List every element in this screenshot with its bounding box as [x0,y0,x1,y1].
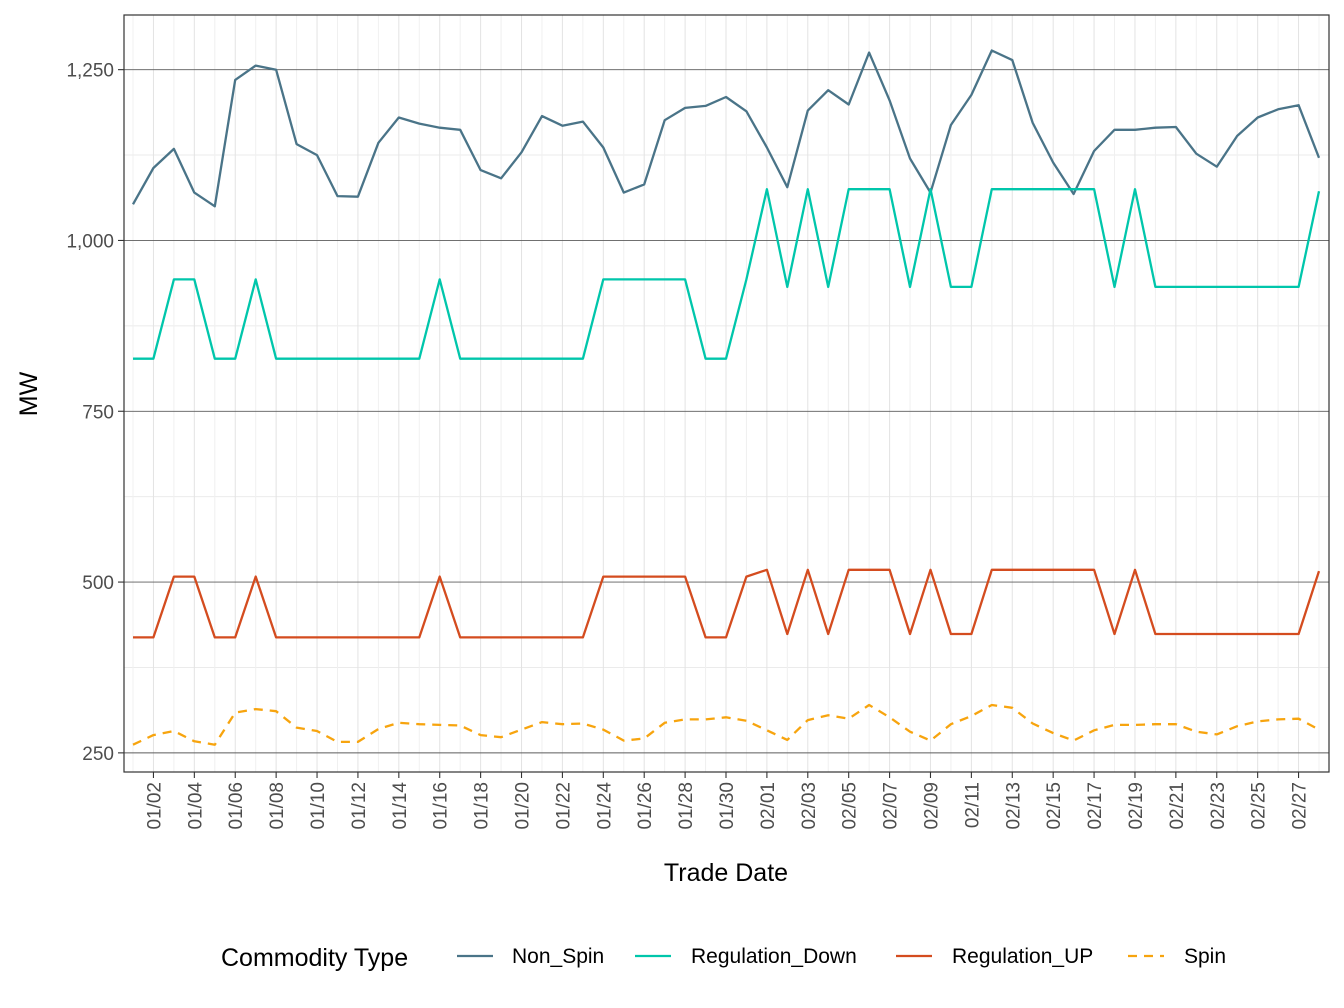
x-tick-label: 01/28 [676,782,697,830]
legend-label: Regulation_UP [952,945,1093,968]
x-tick-label: 02/19 [1126,782,1147,830]
legend: Commodity Type Non_Spin Regulation_Down Re… [221,944,1226,972]
y-axis: 250 500 750 1,000 1,250 [66,61,124,765]
grid [124,15,1329,772]
series-line-non-spin [131,49,1321,208]
legend-title: Commodity Type [221,944,408,972]
x-tick-label: 02/09 [922,782,943,830]
x-tick-label: 02/13 [1003,782,1024,830]
legend-label: Regulation_Down [691,945,857,968]
y-tick-label: 500 [82,573,114,594]
x-tick-label: 02/17 [1085,782,1106,830]
x-tick-label: 01/22 [553,782,574,830]
x-tick-label: 02/21 [1167,782,1188,830]
x-tick-label: 01/02 [144,782,165,830]
x-tick-label: 02/03 [799,782,820,830]
x-tick-label: 01/30 [717,782,738,830]
x-tick-label: 01/24 [594,782,615,830]
x-tick-label: 01/16 [431,782,452,830]
series-lines [131,49,1321,746]
x-tick-label: 02/23 [1208,782,1229,830]
legend-label: Non_Spin [512,945,604,968]
x-axis: 01/02 01/04 01/06 01/08 01/10 01/12 01/14 01/16… [144,772,1311,830]
x-tick-label: 02/25 [1249,782,1270,830]
x-tick-label: 01/18 [472,782,493,830]
x-axis-title: Trade Date [664,859,788,887]
x-tick-label: 01/04 [185,782,206,830]
x-tick-label: 02/11 [962,782,983,828]
y-axis-title: MW [15,371,43,416]
x-tick-label: 01/26 [635,782,656,830]
y-tick-label: 1,000 [66,231,114,252]
y-tick-label: 250 [82,744,114,765]
x-tick-label: 02/15 [1044,782,1065,830]
series-line-regulation-down [133,188,1321,360]
series-line-regulation-up [133,568,1321,639]
x-tick-label: 01/06 [226,782,247,830]
x-tick-label: 01/08 [267,782,288,830]
series-line-spin [132,703,1320,746]
x-tick-label: 02/01 [758,782,779,830]
x-tick-label: 02/07 [881,782,902,830]
x-tick-label: 01/14 [390,782,411,830]
x-tick-label: 01/20 [513,782,534,830]
y-tick-label: 750 [82,402,114,423]
x-tick-label: 02/05 [840,782,861,830]
x-tick-label: 02/27 [1290,782,1311,830]
y-tick-label: 1,250 [66,61,114,82]
legend-label: Spin [1184,945,1226,968]
x-tick-label: 01/10 [308,782,329,830]
x-tick-label: 01/12 [349,782,370,830]
